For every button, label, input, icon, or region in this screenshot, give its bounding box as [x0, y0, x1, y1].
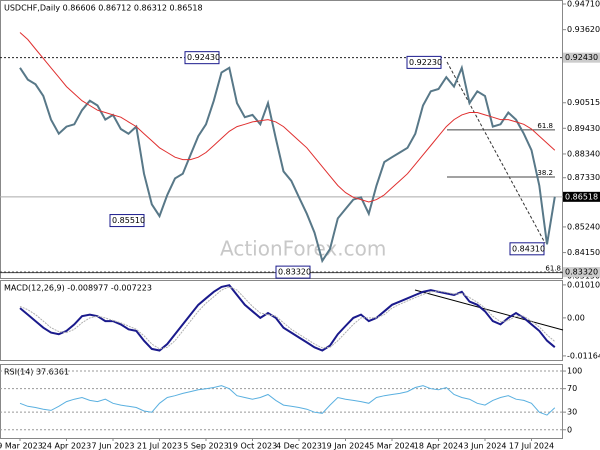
x-tick-label: 24 Apr 2023	[42, 442, 91, 450]
fib-label: 61.8	[545, 265, 561, 273]
y-tick-label: 0.87330	[567, 173, 600, 182]
x-tick-label: 7 Jun 2023	[91, 442, 134, 450]
x-tick-label: 19 Oct 2023	[228, 442, 277, 450]
x-tick-label: 5 Mar 2024	[369, 442, 415, 450]
x-tick-label: 19 Jan 2024	[322, 442, 370, 450]
y-tick-label: 0.00	[567, 313, 585, 322]
price-panel	[0, 0, 563, 279]
x-tick-label: 5 Sep 2023	[183, 442, 229, 450]
callout-box	[109, 214, 145, 228]
series-line	[19, 284, 556, 352]
callout-label: 0.92230	[409, 58, 442, 67]
rsi-panel	[0, 364, 563, 439]
callout-label: 0.84310	[512, 244, 545, 253]
y-tick-label: 0.010101	[567, 280, 600, 289]
panel-title: USDCHF,Daily 0.86606 0.86712 0.86312 0.8…	[4, 4, 203, 13]
y-tick-label: -0.011645	[567, 351, 600, 360]
y-tick-label: 0.88340	[567, 149, 600, 158]
level-label: 0.92430	[565, 53, 598, 62]
level-box	[563, 267, 600, 278]
callout-box	[509, 242, 545, 256]
callout-box	[184, 51, 220, 65]
y-tick-label: 0.94710	[567, 0, 600, 9]
callout-box	[406, 55, 442, 69]
watermark: ActionForex.com	[220, 237, 386, 261]
panel-title: MACD(12,26,9) -0.008977 -0.007223	[4, 284, 152, 293]
x-tick-label: 17 Jul 2024	[509, 442, 554, 450]
trend-line	[446, 61, 546, 244]
y-tick-label: 30	[567, 408, 577, 417]
series-line	[19, 385, 556, 416]
macd-trend-line	[414, 289, 564, 331]
level-label: 0.86518	[565, 192, 598, 201]
x-tick-label: 18 Apr 2024	[414, 442, 463, 450]
y-tick-label: 0.90515	[567, 98, 600, 107]
level-box	[563, 52, 600, 63]
x-tick-label: 3 Jun 2024	[463, 442, 506, 450]
fib-label: 61.8	[537, 122, 553, 130]
series-line	[19, 64, 556, 264]
y-tick-label: 70	[567, 384, 577, 393]
y-tick-label: 0.93620	[567, 25, 600, 34]
x-tick-label: 9 Mar 2023	[0, 442, 43, 450]
x-tick-label: 21 Jul 2023	[137, 442, 182, 450]
callout-box	[275, 265, 311, 279]
callout-label: 0.83320	[278, 268, 311, 277]
series-line	[19, 286, 556, 350]
x-tick-label: 4 Dec 2023	[276, 442, 322, 450]
fib-label: 38.2	[537, 169, 553, 177]
panel-title: RSI(14) 37.6361	[4, 368, 69, 377]
series-line	[19, 32, 556, 203]
y-tick-label: 0	[567, 425, 572, 434]
y-tick-label: 0.84150	[567, 248, 600, 257]
callout-label: 0.85510	[112, 216, 145, 225]
y-tick-label: 100	[567, 367, 582, 376]
level-box	[563, 191, 600, 202]
y-tick-label: 0.89430	[567, 124, 600, 133]
callout-label: 0.92430	[187, 53, 220, 62]
level-label: 0.83320	[565, 268, 598, 277]
y-tick-label: 0.85240	[567, 222, 600, 231]
